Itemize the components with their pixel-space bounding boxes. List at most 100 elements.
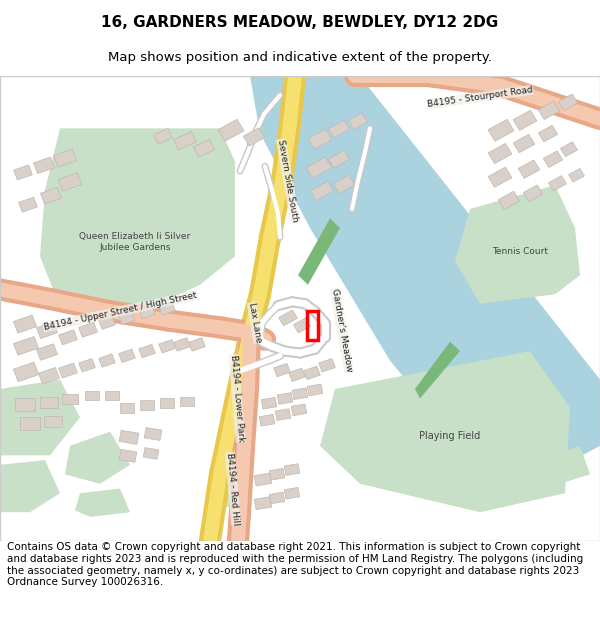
Bar <box>37 344 58 360</box>
Bar <box>319 359 335 372</box>
Bar <box>488 167 512 187</box>
Bar <box>13 336 38 355</box>
Bar <box>261 398 277 409</box>
Polygon shape <box>415 342 460 399</box>
Bar <box>99 354 115 367</box>
Polygon shape <box>65 432 130 484</box>
Bar <box>269 492 285 504</box>
Bar <box>105 391 119 401</box>
Bar <box>278 310 298 326</box>
Bar <box>119 311 135 324</box>
Bar <box>13 315 37 333</box>
Text: Gardner's Meadow: Gardner's Meadow <box>330 288 353 372</box>
Bar <box>518 160 540 178</box>
Bar <box>560 142 578 157</box>
Bar <box>488 119 514 141</box>
Text: Queen Elizabeth Ii Silver
Jubilee Gardens: Queen Elizabeth Ii Silver Jubilee Garden… <box>79 232 191 252</box>
Bar <box>310 181 334 201</box>
Bar <box>289 368 305 381</box>
Bar <box>498 191 520 209</box>
Bar <box>548 176 566 191</box>
Bar <box>284 464 300 476</box>
Bar <box>513 110 537 131</box>
Bar <box>538 101 560 119</box>
Bar <box>306 157 332 178</box>
Text: Tennis Court: Tennis Court <box>492 247 548 256</box>
Bar <box>14 165 32 180</box>
Polygon shape <box>455 185 580 304</box>
Bar <box>193 139 215 157</box>
Text: Playing Field: Playing Field <box>419 431 481 441</box>
Polygon shape <box>250 76 600 484</box>
Bar <box>59 330 77 345</box>
Bar <box>139 344 155 357</box>
Bar <box>254 497 272 509</box>
Text: B4194 - Lower Park: B4194 - Lower Park <box>229 354 245 442</box>
Bar <box>293 318 311 333</box>
Bar <box>291 404 307 416</box>
Bar <box>13 362 39 382</box>
Text: 16, GARDNERS MEADOW, BEWDLEY, DY12 2DG: 16, GARDNERS MEADOW, BEWDLEY, DY12 2DG <box>101 16 499 31</box>
Bar <box>154 129 173 144</box>
Bar <box>40 397 58 408</box>
Bar <box>189 338 205 351</box>
Polygon shape <box>40 128 235 318</box>
Polygon shape <box>555 446 590 484</box>
Bar <box>44 416 62 427</box>
Polygon shape <box>0 460 60 512</box>
Bar <box>58 173 82 191</box>
Bar <box>85 391 99 401</box>
Bar <box>328 151 350 168</box>
Bar <box>40 188 62 204</box>
Bar <box>99 316 115 329</box>
Bar <box>284 488 300 499</box>
Bar <box>277 392 293 404</box>
Bar <box>538 125 557 142</box>
Bar <box>333 175 355 194</box>
Polygon shape <box>320 351 570 512</box>
Text: B4194 - Red Hill: B4194 - Red Hill <box>226 452 241 525</box>
Text: B4194 - Upper Street / High Street: B4194 - Upper Street / High Street <box>43 291 197 332</box>
Bar <box>174 338 190 351</box>
Polygon shape <box>75 489 130 517</box>
Bar <box>120 403 134 412</box>
Bar <box>79 359 95 372</box>
Text: Contains OS data © Crown copyright and database right 2021. This information is : Contains OS data © Crown copyright and d… <box>7 542 583 587</box>
Bar <box>488 143 512 164</box>
Bar <box>173 131 197 150</box>
Bar <box>140 401 154 410</box>
Text: Map shows position and indicative extent of the property.: Map shows position and indicative extent… <box>108 51 492 64</box>
Bar <box>269 469 285 480</box>
Bar <box>307 384 323 396</box>
Bar <box>307 311 318 340</box>
Bar <box>37 322 58 339</box>
Bar <box>53 149 77 168</box>
Bar <box>218 119 244 141</box>
Polygon shape <box>0 379 80 456</box>
Bar <box>119 349 135 362</box>
Bar <box>328 120 350 138</box>
Bar <box>160 399 174 408</box>
Text: Severn Side South: Severn Side South <box>277 139 299 222</box>
Bar <box>274 363 290 377</box>
Bar <box>159 339 175 353</box>
Bar <box>259 414 275 426</box>
Bar <box>559 94 578 111</box>
Bar <box>275 409 291 421</box>
Bar <box>79 322 97 338</box>
Bar <box>19 197 37 212</box>
Bar <box>180 397 194 406</box>
Text: Lax Lane: Lax Lane <box>247 302 263 344</box>
Bar <box>139 306 155 319</box>
Bar <box>59 363 77 378</box>
Bar <box>349 113 368 129</box>
Bar <box>523 185 542 202</box>
Bar <box>292 388 308 399</box>
Bar <box>513 134 535 152</box>
Bar <box>119 430 139 444</box>
Bar <box>20 418 40 430</box>
Bar <box>159 302 175 315</box>
Bar <box>243 127 265 146</box>
Polygon shape <box>210 479 250 508</box>
Bar <box>569 169 584 182</box>
